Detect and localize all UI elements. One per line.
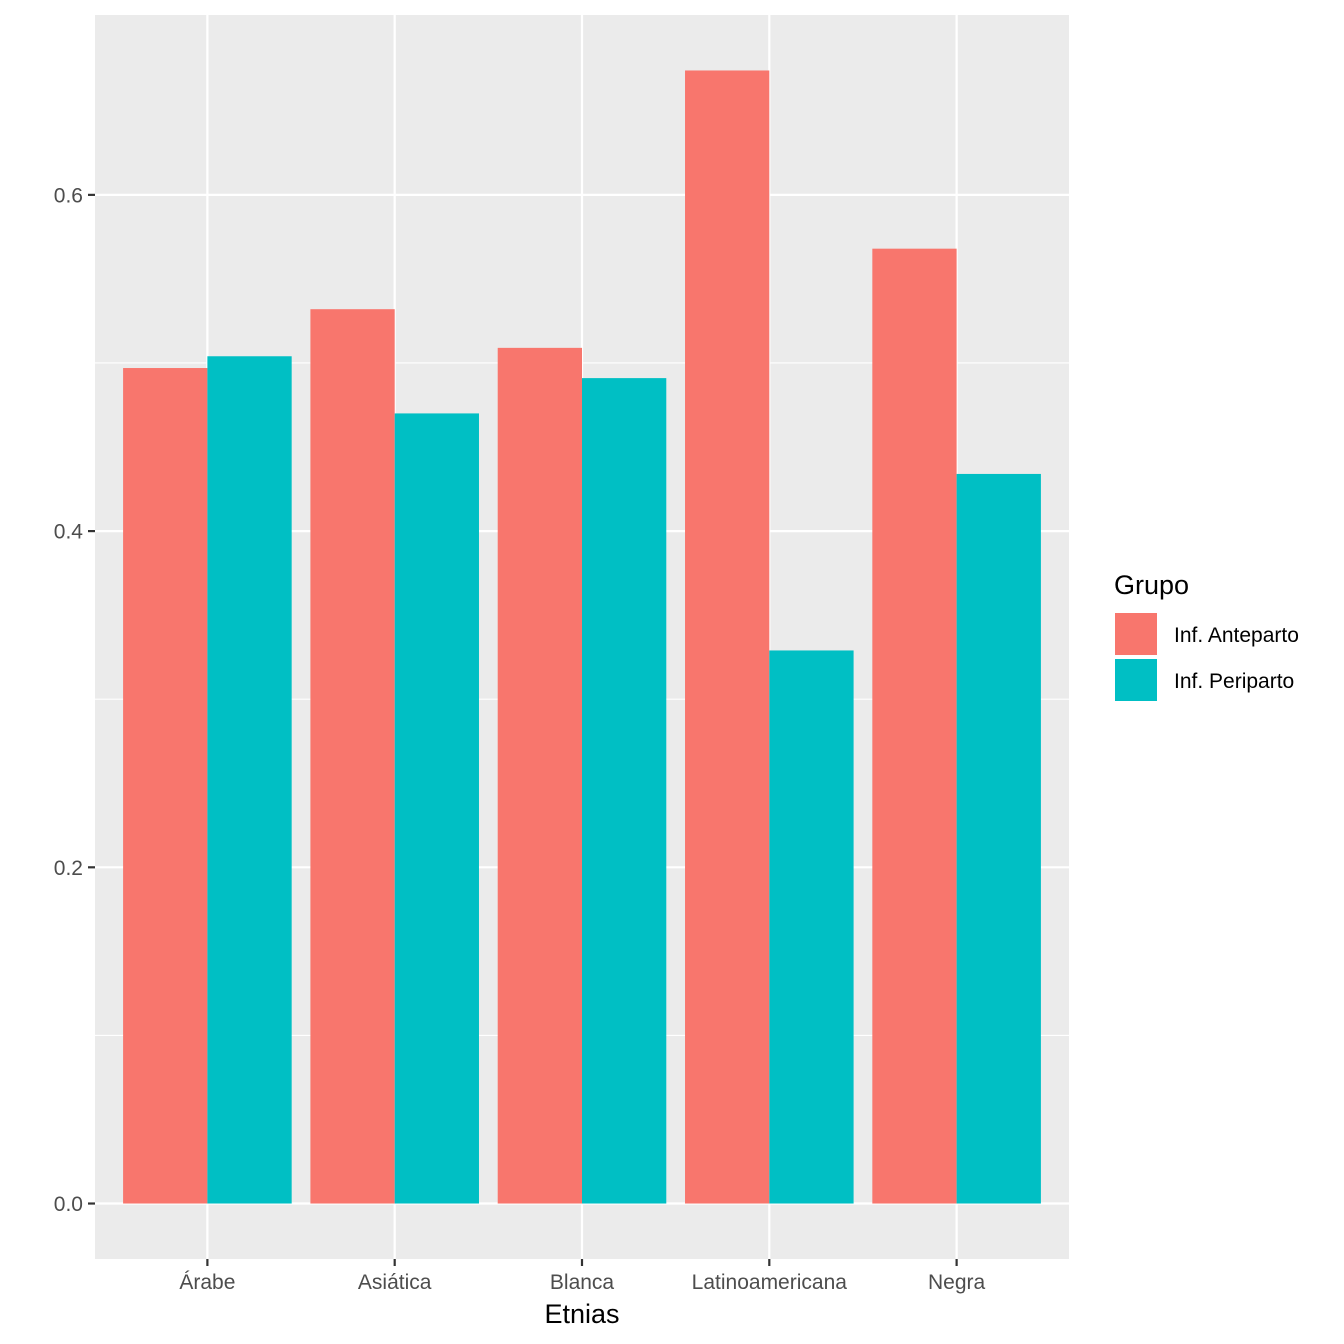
legend-label: Inf. Anteparto (1174, 624, 1299, 647)
bar (207, 356, 292, 1204)
legend-key (1113, 611, 1159, 657)
bar (769, 650, 854, 1204)
legend-title: Grupo (1114, 570, 1189, 600)
x-tick-label: Blanca (550, 1271, 615, 1294)
legend-label: Inf. Periparto (1174, 670, 1294, 693)
x-tick-label: Latinoamericana (692, 1271, 848, 1294)
bar (310, 309, 395, 1204)
y-tick-label: 0.6 (54, 184, 83, 207)
bar (394, 413, 479, 1204)
bars (123, 70, 1041, 1204)
legend: Grupo Inf. Anteparto Inf. Periparto (1113, 570, 1299, 703)
y-tick-label: 0.2 (54, 857, 83, 880)
x-tick-label: Árabe (179, 1271, 235, 1294)
y-tick-label: 0.0 (54, 1193, 83, 1216)
bar (582, 378, 667, 1204)
y-axis: 0.0 0.2 0.4 0.6 (54, 184, 95, 1216)
x-axis-title: Etnias (544, 1299, 619, 1329)
bar (956, 473, 1041, 1204)
bar (685, 70, 770, 1204)
bar (872, 248, 957, 1204)
x-tick-label: Asiática (358, 1271, 432, 1294)
legend-key (1113, 657, 1159, 703)
bar (497, 347, 582, 1204)
x-axis: Árabe Asiática Blanca Latinoamericana Negra (179, 1259, 986, 1294)
y-tick-label: 0.4 (54, 521, 84, 544)
x-tick-label: Negra (928, 1271, 986, 1294)
bar (123, 368, 208, 1204)
